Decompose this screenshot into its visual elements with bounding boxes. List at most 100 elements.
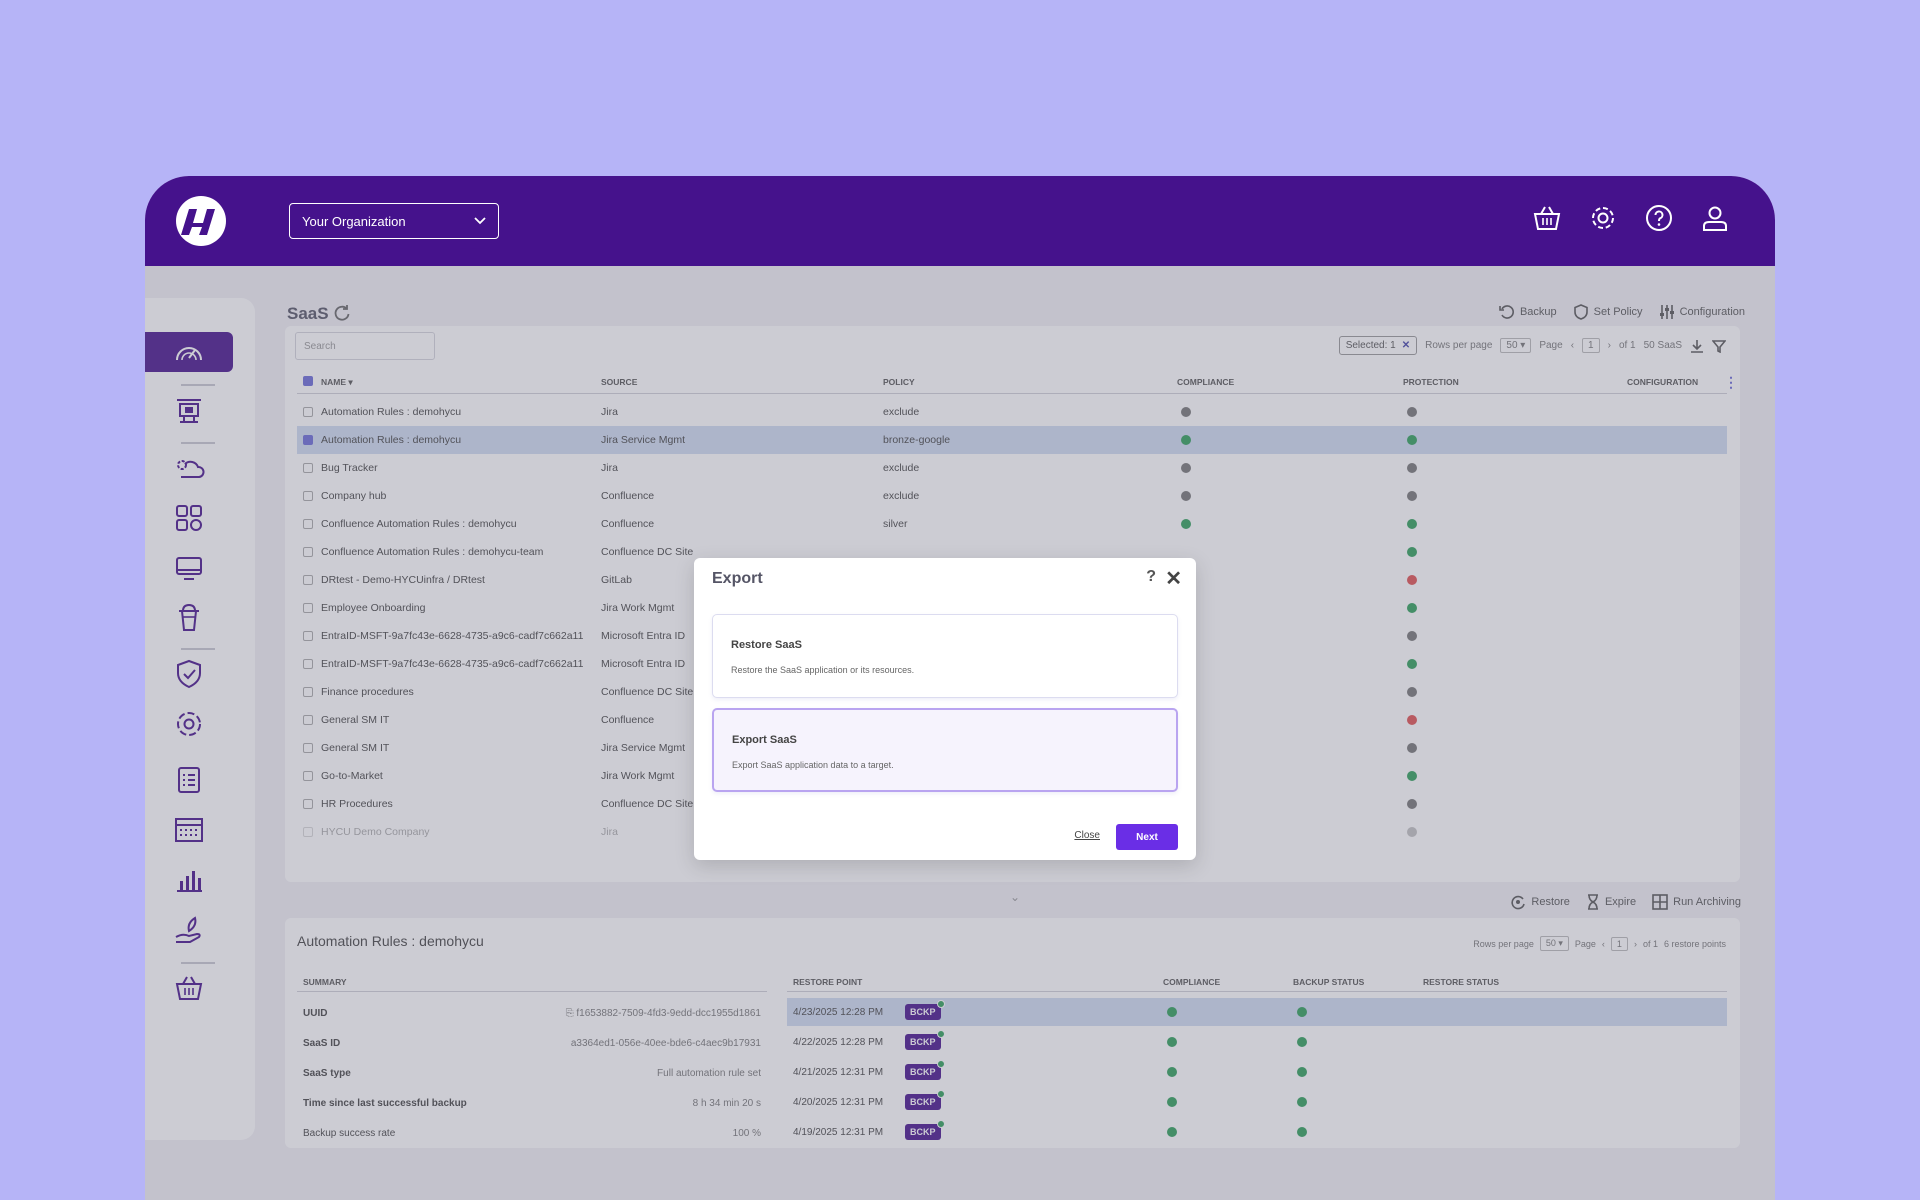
clear-selection-icon[interactable]: ✕: [1401, 340, 1411, 351]
table-row[interactable]: EntraID-MSFT-9a7fc43e-6628-4735-a9c6-cad…: [297, 650, 1727, 678]
table-row[interactable]: EntraID-MSFT-9a7fc43e-6628-4735-a9c6-cad…: [297, 622, 1727, 650]
table-row[interactable]: Company hub Confluence exclude: [297, 482, 1727, 510]
restore-button[interactable]: Restore: [1510, 894, 1570, 910]
sidebar-item-cloud[interactable]: [145, 448, 233, 488]
column-header-name[interactable]: NAME ▾: [321, 377, 353, 387]
sidebar-item-vms[interactable]: [145, 548, 233, 588]
help-icon[interactable]: [1643, 202, 1675, 234]
sidebar-item-marketplace[interactable]: [145, 968, 233, 1008]
option-restore-saas[interactable]: Restore SaaS Restore the SaaS applicatio…: [712, 614, 1178, 698]
sidebar-item-jobs[interactable]: [145, 760, 233, 800]
restore-point-row[interactable]: 4/20/2025 12:31 PM BCKP: [787, 1088, 1727, 1116]
sidebar-item-storage[interactable]: [145, 598, 233, 638]
sidebar-item-events[interactable]: [145, 810, 233, 850]
row-checkbox[interactable]: [303, 631, 313, 641]
filter-icon[interactable]: [1712, 339, 1726, 353]
column-menu-icon[interactable]: ⋮: [1724, 374, 1738, 390]
run-archiving-button[interactable]: Run Archiving: [1652, 894, 1741, 910]
row-checkbox[interactable]: [303, 491, 313, 501]
selected-chip[interactable]: Selected: 1 ✕: [1338, 336, 1418, 355]
close-icon[interactable]: ✕: [1165, 568, 1182, 590]
sidebar-item-reports[interactable]: [145, 860, 233, 900]
row-checkbox[interactable]: [303, 799, 313, 809]
table-row[interactable]: Employee Onboarding Jira Work Mgmt: [297, 594, 1727, 622]
next-page-icon[interactable]: ›: [1607, 340, 1611, 351]
page-input[interactable]: 1: [1582, 338, 1600, 353]
help-icon[interactable]: ?: [1146, 568, 1156, 585]
table-row[interactable]: Go-to-Market Jira Work Mgmt: [297, 762, 1727, 790]
column-header-source[interactable]: SOURCE: [601, 377, 638, 387]
column-header-configuration[interactable]: CONFIGURATION: [1627, 377, 1699, 387]
close-button[interactable]: Close: [1074, 830, 1100, 841]
row-checkbox[interactable]: [303, 603, 313, 613]
gear-icon[interactable]: [1587, 202, 1619, 234]
protection-status-icon: [1407, 715, 1417, 725]
row-checkbox[interactable]: [303, 715, 313, 725]
row-checkbox[interactable]: [303, 575, 313, 585]
download-icon[interactable]: [1690, 339, 1704, 353]
table-row[interactable]: DRtest - Demo-HYCUinfra / DRtest GitLab: [297, 566, 1727, 594]
refresh-icon[interactable]: [333, 304, 351, 322]
table-row[interactable]: General SM IT Jira Service Mgmt: [297, 734, 1727, 762]
select-all-checkbox[interactable]: [303, 376, 313, 386]
row-checkbox[interactable]: [303, 463, 313, 473]
column-header-compliance[interactable]: COMPLIANCE: [1177, 377, 1235, 387]
sidebar-item-dashboard[interactable]: [145, 332, 233, 372]
option-export-saas[interactable]: Export SaaS Export SaaS application data…: [712, 708, 1178, 792]
sidebar-item-infrastructure[interactable]: [145, 390, 233, 430]
restore-point-row[interactable]: 4/21/2025 12:31 PM BCKP: [787, 1058, 1727, 1086]
table-row[interactable]: Finance procedures Confluence DC Site: [297, 678, 1727, 706]
user-icon[interactable]: [1699, 202, 1731, 234]
configuration-button[interactable]: Configuration: [1659, 304, 1745, 320]
table-row[interactable]: Confluence Automation Rules : demohycu Co…: [297, 510, 1727, 538]
sidebar-item-apps[interactable]: [145, 498, 233, 538]
next-page-icon[interactable]: ›: [1633, 938, 1637, 949]
next-button[interactable]: Next: [1116, 824, 1178, 850]
page-input[interactable]: 1: [1610, 936, 1628, 951]
row-name: Bug Tracker: [321, 462, 378, 474]
table-row[interactable]: Automation Rules : demohycu Jira Service …: [297, 426, 1727, 454]
sidebar-item-targets[interactable]: [145, 704, 233, 744]
row-checkbox[interactable]: [303, 743, 313, 753]
protection-status-icon: [1407, 631, 1417, 641]
prev-page-icon[interactable]: ‹: [1601, 938, 1605, 949]
row-checkbox[interactable]: [303, 519, 313, 529]
sidebar-item-self-service[interactable]: [145, 910, 233, 950]
row-checkbox[interactable]: [303, 435, 313, 445]
row-checkbox[interactable]: [303, 547, 313, 557]
basket-icon[interactable]: [1531, 202, 1563, 234]
row-name: Finance procedures: [321, 686, 414, 698]
column-header-compliance[interactable]: COMPLIANCE: [1163, 977, 1221, 987]
table-row[interactable]: HR Procedures Confluence DC Site: [297, 790, 1727, 818]
column-header-restore-point[interactable]: RESTORE POINT: [793, 977, 863, 987]
compliance-status-icon: [1167, 1097, 1177, 1107]
restore-point-row[interactable]: 4/23/2025 12:28 PM BCKP: [787, 998, 1727, 1026]
table-row[interactable]: Bug Tracker Jira exclude: [297, 454, 1727, 482]
column-header-protection[interactable]: PROTECTION: [1403, 377, 1459, 387]
column-header-policy[interactable]: POLICY: [883, 377, 915, 387]
prev-page-icon[interactable]: ‹: [1570, 340, 1575, 351]
sidebar-item-policies[interactable]: [145, 654, 233, 694]
search-input[interactable]: Search: [295, 332, 435, 360]
rows-per-page-select[interactable]: 50 ▾: [1539, 936, 1569, 951]
row-checkbox[interactable]: [303, 659, 313, 669]
set-policy-button[interactable]: Set Policy: [1573, 304, 1643, 320]
column-header-restore-status[interactable]: RESTORE STATUS: [1423, 977, 1500, 987]
rows-per-page-select[interactable]: 50 ▾: [1500, 338, 1532, 353]
row-checkbox[interactable]: [303, 771, 313, 781]
chevron-down-icon[interactable]: ⌄: [1010, 890, 1021, 904]
table-row[interactable]: Automation Rules : demohycu Jira exclude: [297, 398, 1727, 426]
restore-point-row[interactable]: 4/19/2025 12:31 PM BCKP: [787, 1118, 1727, 1146]
backup-button[interactable]: Backup: [1499, 304, 1557, 320]
row-checkbox[interactable]: [303, 407, 313, 417]
column-header-backup-status[interactable]: BACKUP STATUS: [1293, 977, 1365, 987]
table-row[interactable]: General SM IT Confluence: [297, 706, 1727, 734]
copy-icon[interactable]: ⎘: [565, 1008, 577, 1019]
restore-point-row[interactable]: 4/22/2025 12:28 PM BCKP: [787, 1028, 1727, 1056]
organization-select[interactable]: Your Organization: [289, 203, 499, 239]
hycu-logo[interactable]: [171, 195, 231, 247]
expire-button[interactable]: Expire: [1586, 894, 1636, 910]
table-row[interactable]: Confluence Automation Rules : demohycu-t…: [297, 538, 1727, 566]
row-checkbox[interactable]: [303, 827, 313, 837]
row-checkbox[interactable]: [303, 687, 313, 697]
